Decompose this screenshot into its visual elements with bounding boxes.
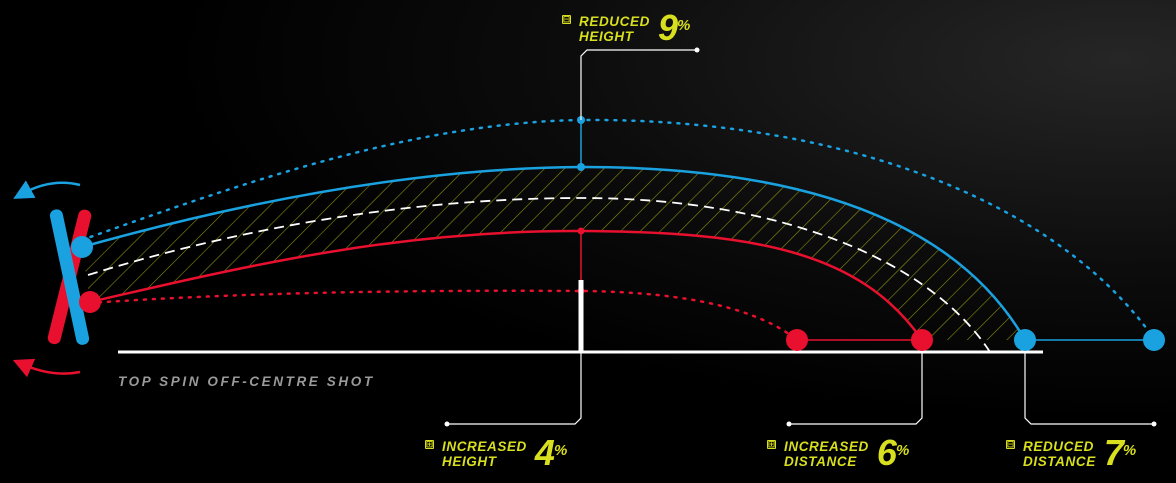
- red-reference-trajectory: [90, 291, 797, 340]
- plus-box-icon: ⊞: [425, 440, 434, 449]
- callout-value: 4: [535, 432, 554, 473]
- blue-rotation-arrow-icon: [22, 183, 80, 194]
- increased-distance-leader-end: [787, 422, 792, 427]
- increased-height-leader-end: [445, 422, 450, 427]
- callout-value: 9: [658, 7, 677, 48]
- callout-unit: %: [554, 442, 566, 459]
- blue-ball: [71, 236, 93, 258]
- blue-reference-landing-dot: [1143, 329, 1165, 351]
- shot-caption: TOP SPIN OFF-CENTRE SHOT: [118, 374, 375, 389]
- reduced-height-callout: ⊟ REDUCED HEIGHT 9%: [562, 12, 689, 44]
- callout-unit: %: [1123, 442, 1135, 459]
- callout-value: 7: [1104, 432, 1123, 473]
- red-reference-landing-dot: [786, 329, 808, 351]
- callout-line2: DISTANCE: [1023, 454, 1096, 469]
- red-apex-point: [578, 228, 585, 235]
- increased-height-leader: [447, 352, 581, 424]
- red-landing-dot: [911, 329, 933, 351]
- hatched-difference-band: [82, 167, 1025, 340]
- reduced-distance-callout: ⊟ REDUCED DISTANCE 7%: [1006, 437, 1135, 469]
- callout-line1: REDUCED: [1023, 439, 1096, 454]
- plus-box-icon: ⊞: [767, 440, 776, 449]
- reduced-height-leader: [581, 50, 697, 120]
- callout-line1: INCREASED: [784, 439, 869, 454]
- callout-line2: HEIGHT: [442, 454, 527, 469]
- red-rotation-arrow-icon: [22, 364, 80, 374]
- callout-unit: %: [677, 17, 689, 34]
- minus-box-icon: ⊟: [1006, 440, 1015, 449]
- increased-height-callout: ⊞ INCREASED HEIGHT 4%: [425, 437, 566, 469]
- increased-distance-leader: [789, 352, 922, 424]
- callout-line2: HEIGHT: [579, 29, 650, 44]
- callout-value: 6: [877, 432, 896, 473]
- callout-line1: REDUCED: [579, 14, 650, 29]
- blue-apex-point: [577, 163, 585, 171]
- blue-landing-dot: [1014, 329, 1036, 351]
- callout-line1: INCREASED: [442, 439, 527, 454]
- reduced-distance-leader-end: [1152, 422, 1157, 427]
- callout-line2: DISTANCE: [784, 454, 869, 469]
- red-ball: [79, 291, 101, 313]
- increased-distance-callout: ⊞ INCREASED DISTANCE 6%: [767, 437, 908, 469]
- reduced-height-leader-end: [695, 48, 700, 53]
- reduced-distance-leader: [1025, 352, 1154, 424]
- callout-unit: %: [896, 442, 908, 459]
- minus-box-icon: ⊟: [562, 15, 571, 24]
- height-marker-post: [579, 280, 584, 352]
